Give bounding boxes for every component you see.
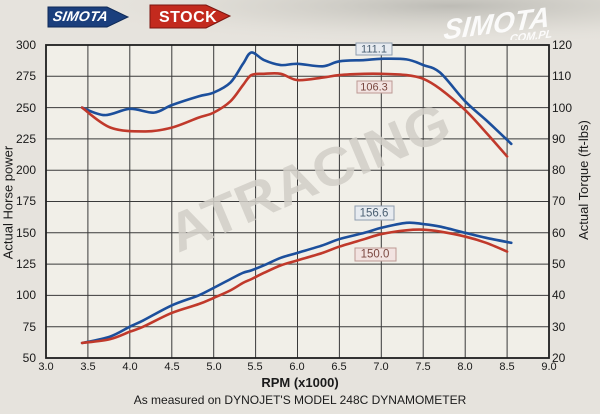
svg-text:111.1: 111.1 — [361, 44, 387, 56]
svg-text:150.0: 150.0 — [361, 249, 390, 261]
svg-text:106.3: 106.3 — [360, 82, 388, 94]
svg-text:156.6: 156.6 — [360, 208, 389, 220]
